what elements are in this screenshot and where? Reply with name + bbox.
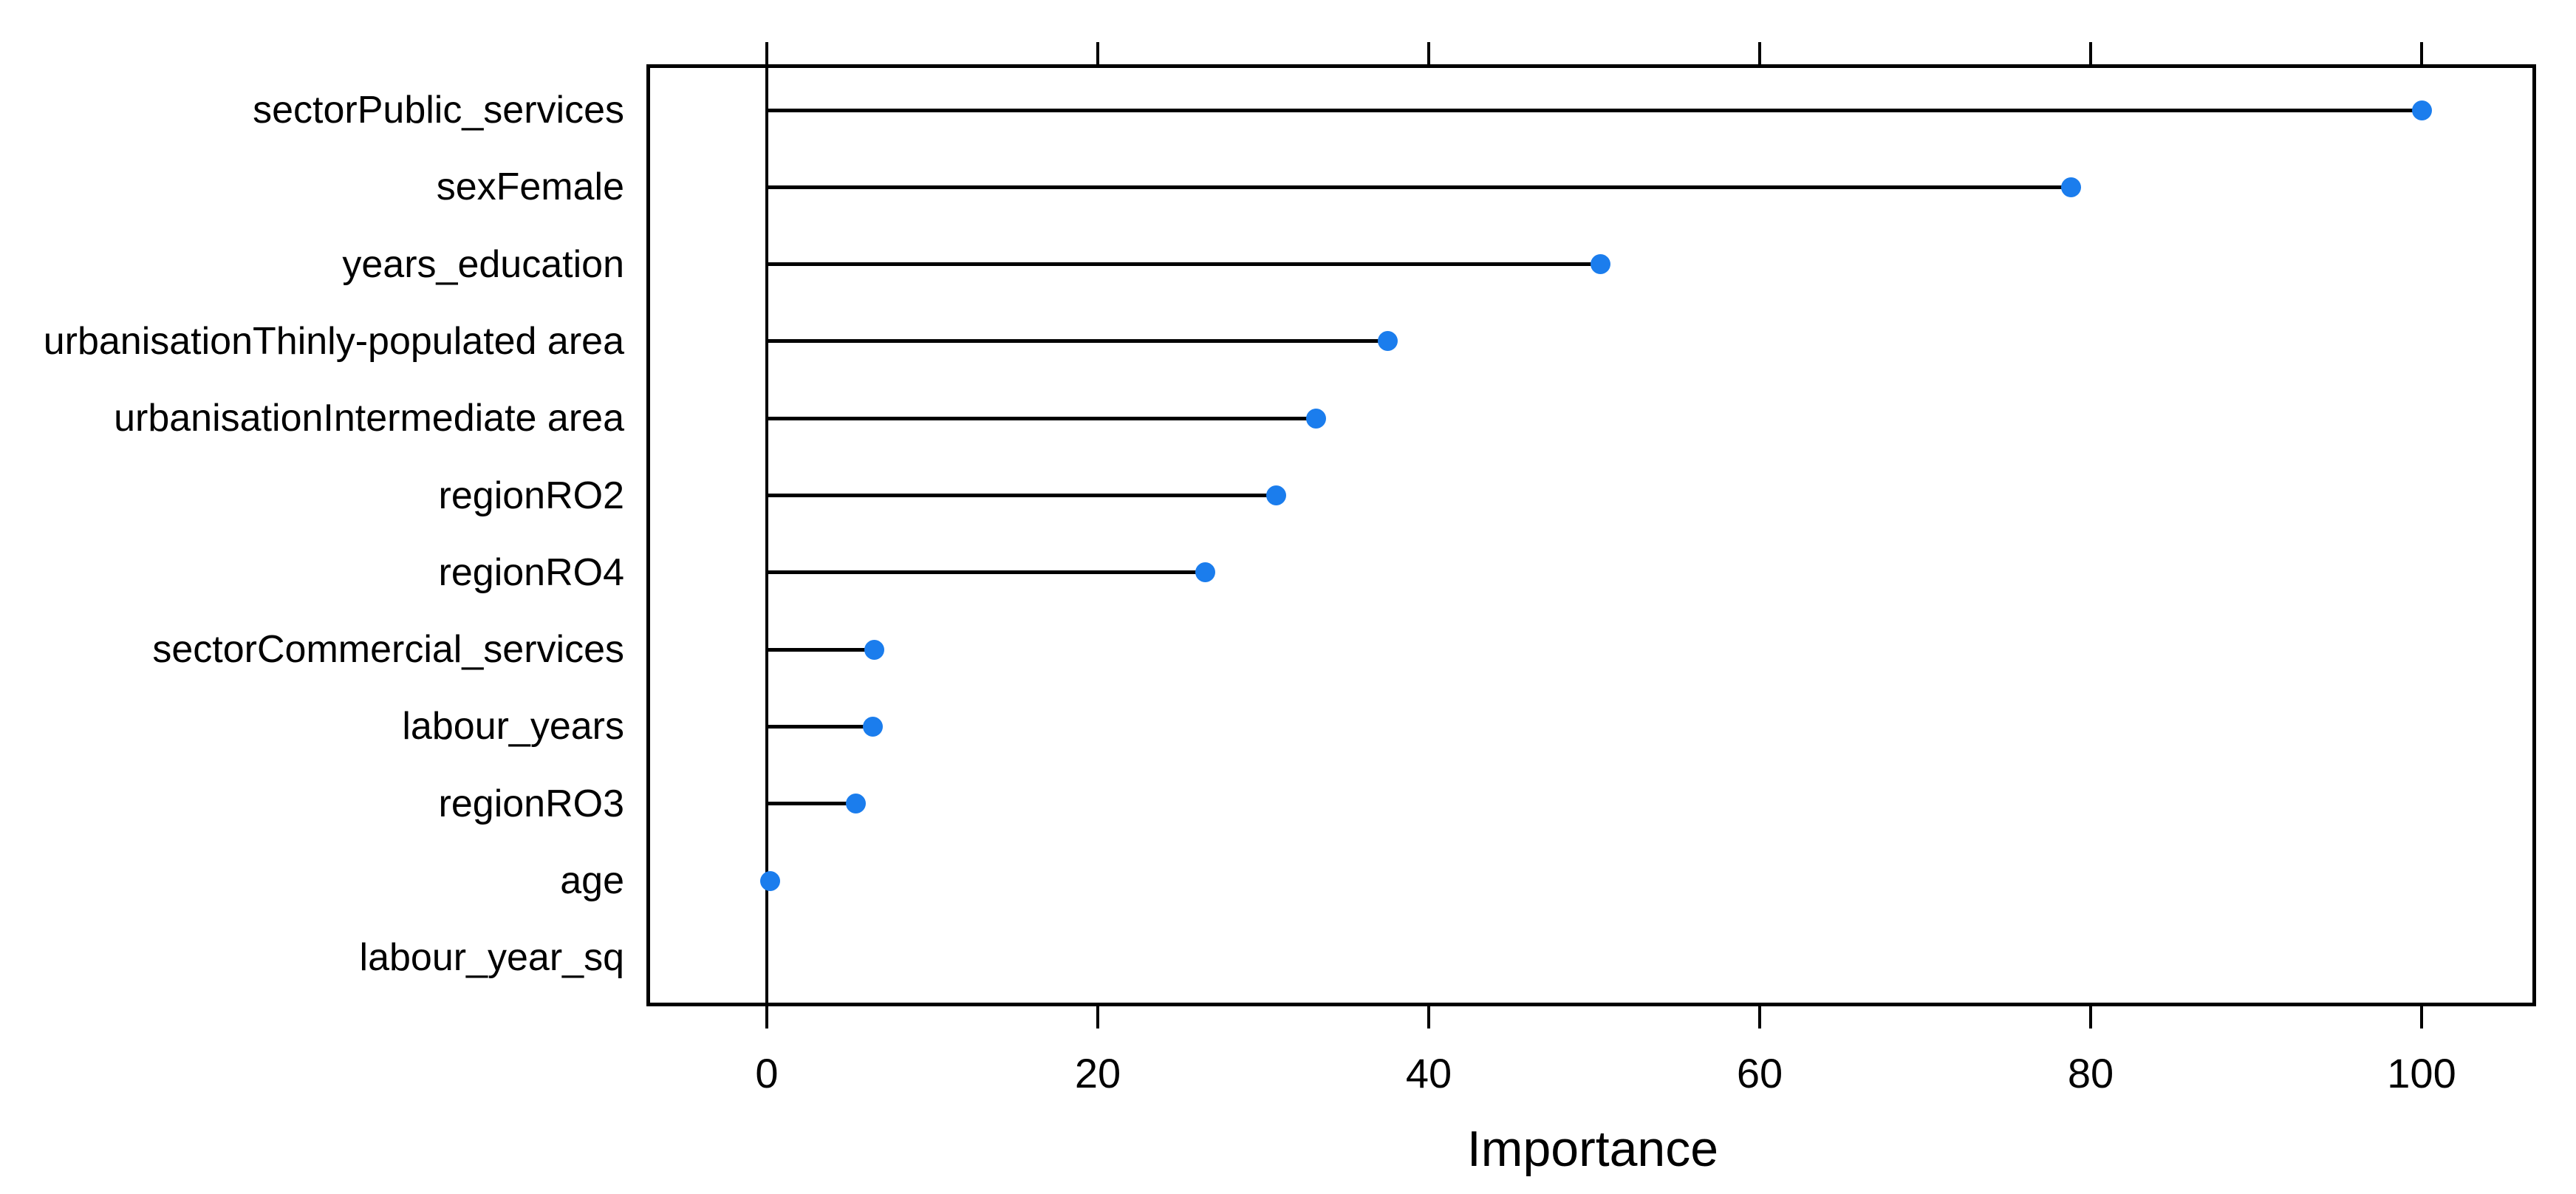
x-axis-tick-top: [2089, 42, 2092, 64]
zero-baseline: [765, 42, 768, 1028]
x-axis-tick-bottom: [2089, 1006, 2092, 1028]
importance-dot: [759, 870, 780, 891]
x-axis-tick-top: [2420, 42, 2423, 64]
category-label: regionRO2: [438, 474, 624, 517]
importance-dot: [1195, 562, 1216, 583]
x-axis-tick-label: 60: [1736, 1050, 1783, 1096]
importance-dot: [1377, 331, 1398, 352]
x-axis-tick-bottom: [1758, 1006, 1761, 1028]
importance-line: [767, 570, 1206, 575]
x-axis-tick-top: [1427, 42, 1430, 64]
importance-line: [767, 108, 2422, 112]
x-axis-tick-label: 100: [2387, 1050, 2456, 1096]
importance-line: [767, 494, 1277, 497]
category-label: urbanisationIntermediate area: [114, 397, 624, 440]
category-label: regionRO3: [438, 782, 624, 825]
importance-dot: [1306, 408, 1327, 429]
importance-line: [767, 724, 873, 729]
category-label: sectorCommercial_services: [152, 628, 624, 672]
category-label: regionRO4: [438, 550, 624, 594]
importance-line: [767, 647, 875, 652]
importance-dot: [2411, 100, 2432, 120]
category-label: age: [560, 859, 624, 902]
x-axis-title: Importance: [1466, 1121, 1719, 1177]
importance-line: [767, 339, 1387, 344]
x-axis-tick-label: 40: [1405, 1050, 1452, 1096]
x-axis-tick-bottom: [765, 1006, 768, 1028]
x-axis-tick-label: 80: [2067, 1050, 2114, 1096]
importance-line: [767, 416, 1316, 420]
x-axis-tick-top: [765, 42, 768, 64]
x-axis-tick-bottom: [2420, 1006, 2423, 1028]
x-axis-tick-bottom: [1427, 1006, 1430, 1028]
plot-area-border: [646, 64, 2536, 1006]
x-axis-tick-top: [1096, 42, 1099, 64]
importance-dot: [2060, 177, 2081, 197]
importance-line: [767, 802, 856, 806]
category-label: labour_year_sq: [359, 936, 624, 980]
category-label: labour_years: [402, 705, 624, 748]
x-axis-tick-label: 20: [1074, 1050, 1121, 1096]
importance-dot: [1591, 254, 1611, 275]
x-axis-tick-bottom: [1096, 1006, 1099, 1028]
importance-line: [767, 262, 1601, 267]
x-axis-tick-label: 0: [755, 1050, 779, 1096]
importance-line: [767, 185, 2071, 189]
importance-dot: [1266, 485, 1287, 505]
importance-dot: [846, 794, 867, 814]
importance-dot: [864, 639, 885, 660]
category-label: sectorPublic_services: [253, 89, 624, 132]
category-label: years_education: [342, 242, 624, 286]
importance-dot: [862, 716, 883, 737]
category-label: sexFemale: [436, 166, 624, 209]
category-label: urbanisationThinly-populated area: [43, 319, 624, 363]
x-axis-tick-top: [1758, 42, 1761, 64]
